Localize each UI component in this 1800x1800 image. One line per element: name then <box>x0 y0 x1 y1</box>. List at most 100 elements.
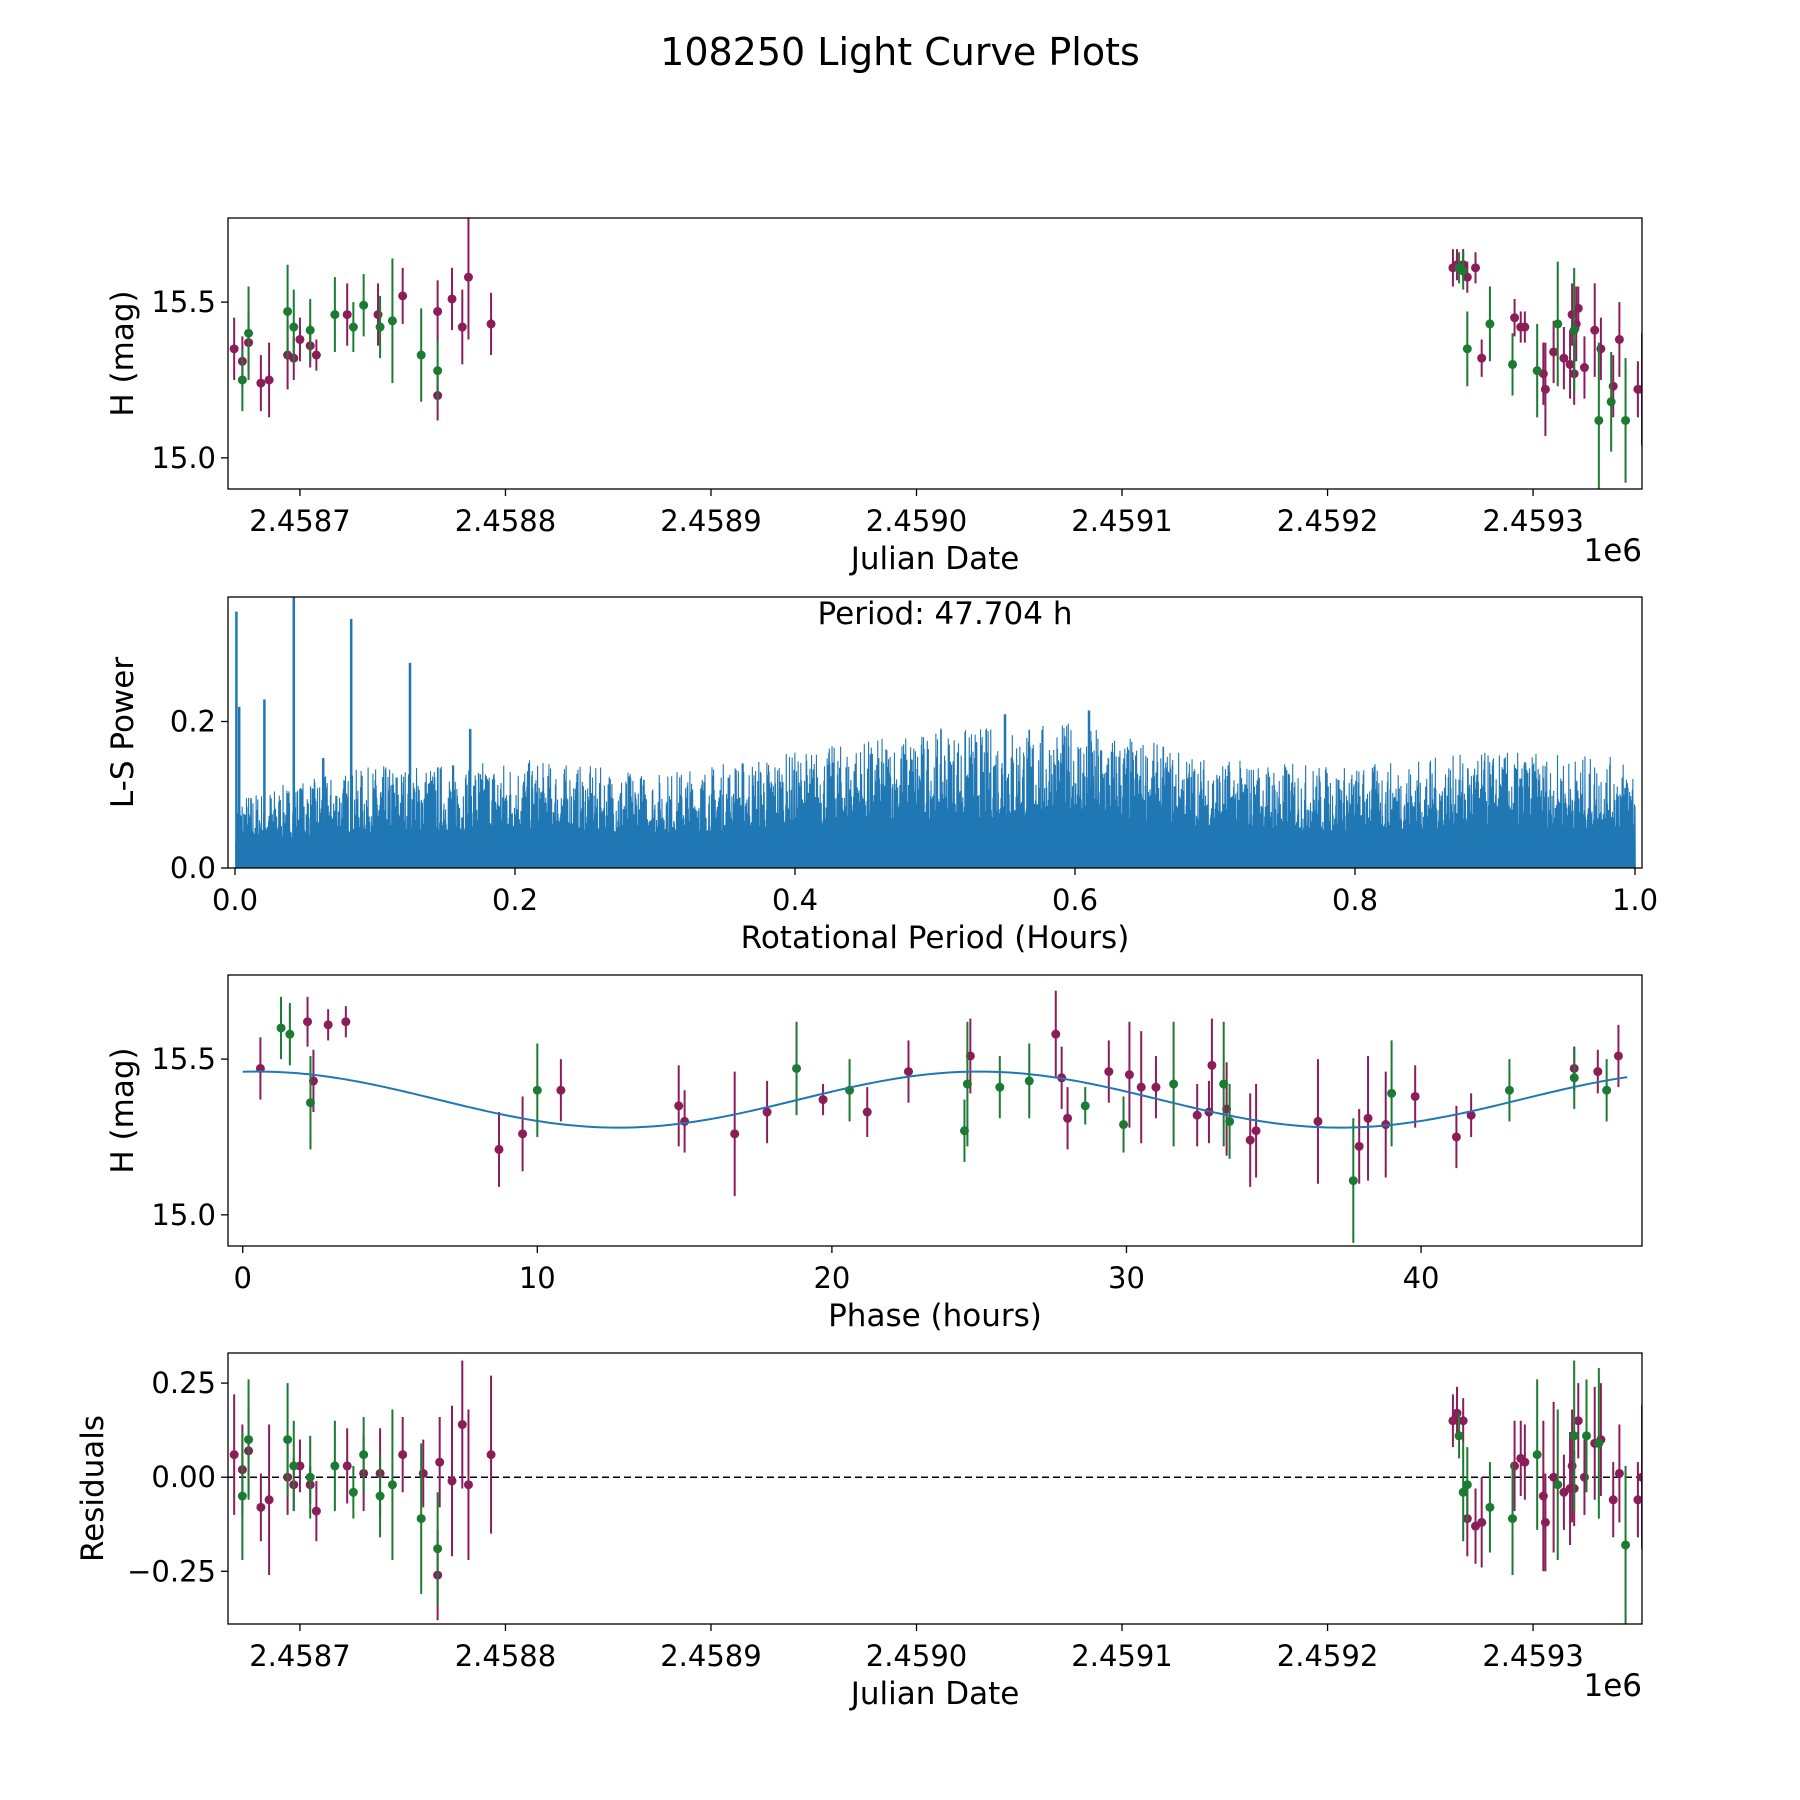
data-points <box>255 990 1623 1243</box>
purple-data-point <box>229 344 239 354</box>
green-data-point <box>1387 1088 1397 1098</box>
purple-data-point <box>1593 1067 1603 1077</box>
model-fit-line <box>242 1070 1628 1129</box>
green-data-point <box>348 322 358 332</box>
green-data-point <box>1119 1120 1129 1130</box>
green-data-point <box>995 1082 1005 1092</box>
y-tick-label: 15.5 <box>151 1042 216 1076</box>
purple-data-point <box>903 1067 913 1077</box>
green-data-point <box>1024 1076 1034 1086</box>
purple-data-point <box>730 1129 740 1139</box>
green-data-point <box>359 300 369 310</box>
x-tick-label: 2.4590 <box>866 1639 967 1673</box>
data-points <box>229 218 1665 489</box>
purple-data-point <box>1207 1060 1217 1070</box>
x-tick-label: 2.4588 <box>455 504 556 538</box>
green-data-point <box>1080 1101 1090 1111</box>
green-data-point <box>276 1023 286 1033</box>
green-data-point <box>289 1461 299 1471</box>
purple-data-point <box>418 1468 428 1478</box>
purple-data-point <box>1510 313 1520 323</box>
figure-title: 108250 Light Curve Plots <box>660 30 1140 74</box>
green-data-point <box>1219 1079 1229 1089</box>
x-tick-label: 2.4589 <box>660 1639 761 1673</box>
green-data-point <box>1348 1176 1358 1186</box>
y-tick-label: 0.00 <box>151 1460 216 1494</box>
green-data-point <box>1458 1487 1468 1497</box>
purple-data-point <box>1596 344 1606 354</box>
green-data-point <box>237 1491 247 1501</box>
power-spectrum-base <box>235 846 1636 868</box>
purple-data-point <box>518 1129 528 1139</box>
y-tick-label: 15.0 <box>151 441 216 475</box>
purple-data-point <box>1051 1029 1061 1039</box>
purple-data-point <box>373 310 383 320</box>
y-tick-label: −0.25 <box>127 1554 216 1588</box>
purple-data-point <box>674 1101 684 1111</box>
x-tick-label: 0 <box>234 1261 252 1295</box>
purple-data-point <box>264 375 274 385</box>
purple-data-point <box>1656 357 1665 366</box>
green-data-point <box>305 1098 315 1108</box>
x-tick-label: 0.8 <box>1332 883 1378 917</box>
periodogram-panel: 0.0 0.2 0.4 0.6 0.8 1.0 0.0 0.2 Rotational Perio… <box>105 596 1658 956</box>
purple-data-point <box>1567 1461 1577 1471</box>
green-data-point <box>359 1450 369 1460</box>
purple-data-point <box>463 1480 473 1490</box>
purple-data-point <box>762 1107 772 1117</box>
green-data-point <box>1454 1431 1464 1441</box>
x-tick-label: 2.4587 <box>249 504 350 538</box>
purple-data-point <box>1608 1495 1618 1505</box>
purple-data-point <box>1136 1082 1146 1092</box>
purple-data-point <box>1573 1416 1583 1426</box>
x-tick-label: 1.0 <box>1612 883 1658 917</box>
green-data-point <box>532 1085 542 1095</box>
green-data-point <box>1462 344 1472 354</box>
purple-data-point <box>1614 334 1624 344</box>
purple-data-point <box>303 1017 313 1027</box>
purple-data-point <box>398 291 408 301</box>
green-data-point <box>283 1435 293 1445</box>
green-data-point <box>1553 1480 1563 1490</box>
x-tick-label: 2.4592 <box>1277 504 1378 538</box>
purple-data-point <box>1151 1082 1161 1092</box>
green-data-point <box>1606 397 1616 407</box>
green-data-point <box>289 322 299 332</box>
purple-data-point <box>1354 1141 1364 1151</box>
x-tick-label: 2.4593 <box>1482 504 1583 538</box>
purple-data-point <box>1614 1468 1624 1478</box>
purple-data-point <box>1637 1472 1642 1482</box>
green-data-point <box>1602 1085 1612 1095</box>
green-data-point <box>1582 1431 1592 1441</box>
green-data-point <box>1594 1438 1604 1448</box>
y-axis-label: H (mag) <box>105 290 141 416</box>
x-tick-label: 2.4587 <box>249 1639 350 1673</box>
y-tick-label: 0.0 <box>170 851 216 885</box>
green-data-point <box>1569 325 1579 335</box>
x-tick-label: 30 <box>1108 1261 1145 1295</box>
x-axis-label: Julian Date <box>849 1676 1020 1712</box>
green-data-point <box>1569 1073 1579 1083</box>
green-data-point <box>792 1063 802 1073</box>
purple-data-point <box>1637 384 1642 394</box>
plot-frame <box>227 596 1643 869</box>
purple-data-point <box>1363 1113 1373 1123</box>
purple-data-point <box>264 1495 274 1505</box>
purple-data-point <box>1565 359 1575 369</box>
x-axis-label: Julian Date <box>849 541 1020 577</box>
green-data-point <box>244 328 254 338</box>
green-data-point <box>433 366 443 376</box>
purple-data-point <box>1251 1126 1261 1136</box>
y-tick-label: 15.5 <box>151 285 216 319</box>
purple-data-point <box>1477 353 1487 363</box>
y-tick-label: 0.2 <box>170 705 216 739</box>
period-annotation: Period: 47.704 h <box>818 596 1073 632</box>
x-tick-label: 2.4593 <box>1482 1639 1583 1673</box>
purple-data-point <box>342 310 352 320</box>
purple-data-point <box>229 1450 239 1460</box>
lightcurve-panel: 2.4587 2.4588 2.4589 2.4590 2.4591 2.4592 2.45… <box>105 217 1665 577</box>
green-data-point <box>959 1126 969 1136</box>
y-tick-label: 15.0 <box>151 1198 216 1232</box>
green-data-point <box>1621 1540 1631 1550</box>
